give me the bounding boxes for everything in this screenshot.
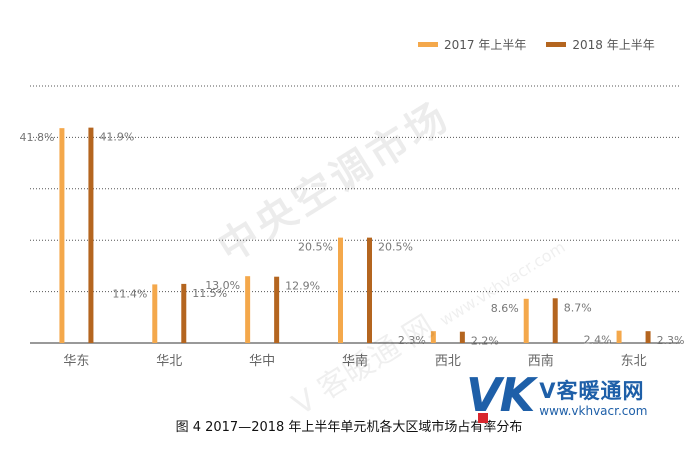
- legend-swatch-2017: [418, 42, 438, 47]
- legend-item-2017: 2017 年上半年: [418, 36, 526, 53]
- legend-label-2017: 2017 年上半年: [444, 38, 527, 52]
- data-label-2018: 20.5%: [378, 241, 413, 254]
- x-tick-label: 东北: [621, 354, 647, 369]
- vk-logo: VK V客暖通网 www.vkhvacr.com: [466, 368, 648, 423]
- x-tick-label: 华南: [342, 353, 368, 369]
- legend-swatch-2018: [546, 42, 567, 47]
- bar-2017: [152, 284, 158, 343]
- bar-2017: [616, 330, 622, 343]
- bar-2017: [245, 276, 251, 343]
- data-label-2017: 11.4%: [112, 287, 147, 300]
- legend-label-2018: 2018 年上半年: [572, 38, 655, 52]
- figure-caption: 图 4 2017—2018 年上半年单元机各大区域市场占有率分布: [175, 420, 523, 435]
- grid-lines: [30, 85, 680, 344]
- data-label-2017: 8.6%: [491, 302, 519, 315]
- logo-red-square-icon: [478, 413, 488, 423]
- data-label-2018: 11.5%: [192, 287, 227, 300]
- bar-2017: [430, 331, 436, 343]
- data-label-2017: 20.5%: [298, 241, 333, 254]
- bar-2018: [645, 331, 651, 343]
- data-label-2018: 2.2%: [471, 335, 499, 348]
- x-tick-label: 华东: [63, 354, 89, 369]
- bars: [59, 127, 651, 343]
- x-tick-label: 西南: [528, 353, 554, 369]
- data-label-2017: 41.8%: [19, 131, 54, 144]
- bar-2018: [274, 276, 280, 343]
- bar-2017: [59, 128, 65, 343]
- data-label-2018: 12.9%: [285, 280, 320, 293]
- bar-2018: [552, 298, 558, 343]
- chart-legend: 2017 年上半年 2018 年上半年: [418, 36, 655, 53]
- x-tick-label: 华中: [249, 354, 275, 369]
- bar-2018: [181, 283, 187, 343]
- x-tick-label: 华北: [156, 354, 182, 369]
- data-label-2018: 41.9%: [99, 131, 134, 144]
- vk-logo-mark: VK: [466, 368, 535, 422]
- data-label-2017: 13.0%: [205, 279, 240, 292]
- vk-logo-text: V客暖通网 www.vkhvacr.com: [539, 379, 648, 418]
- vk-logo-url: www.vkhvacr.com: [539, 404, 648, 418]
- bar-2017: [523, 298, 529, 343]
- data-labels: 41.8% 41.9% 11.4% 11.5%13.0% 12.9% 20.5% 20.5%…: [19, 131, 684, 348]
- bar-2018: [88, 127, 94, 343]
- bar-2018: [459, 331, 465, 343]
- data-label-2018: 8.7%: [564, 301, 592, 314]
- data-label-2018: 2.3%: [657, 334, 685, 347]
- x-axis: 华东 华北 华中 华南 西北 西南 东北: [63, 353, 646, 369]
- bar-2017: [338, 237, 343, 343]
- vk-logo-name: V客暖通网: [539, 379, 645, 403]
- data-label-2017: 2.4%: [584, 334, 612, 347]
- data-label-2017: 2.3%: [398, 334, 426, 347]
- x-tick-label: 西北: [435, 354, 461, 369]
- bar-2018: [367, 237, 372, 343]
- legend-item-2018: 2018 年上半年: [546, 36, 655, 53]
